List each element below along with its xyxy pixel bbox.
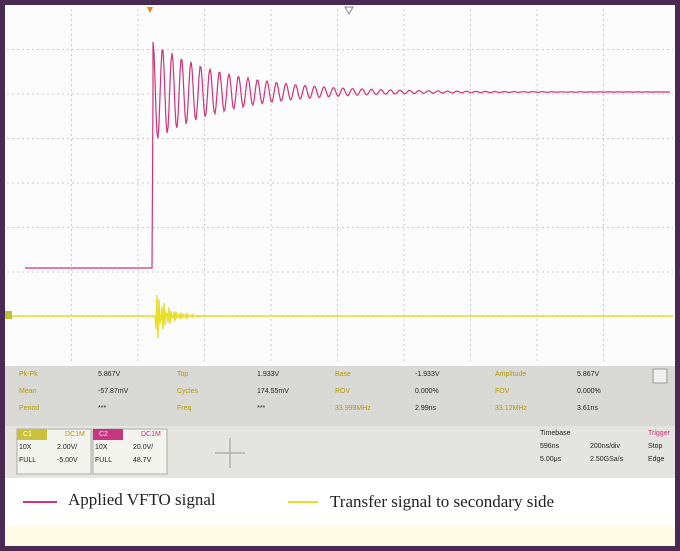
panel-text: Period bbox=[19, 405, 39, 412]
panel-text: 10X bbox=[19, 444, 31, 451]
panel-text: 33.999MHz bbox=[335, 405, 371, 412]
panel-text: -5.00V bbox=[57, 457, 78, 464]
panel-text: 5.00μs bbox=[540, 456, 561, 463]
scope-screen bbox=[5, 5, 675, 546]
panel-text: *** bbox=[257, 405, 265, 412]
panel-text: 3.61ns bbox=[577, 405, 598, 412]
panel-text: Timebase bbox=[540, 430, 570, 437]
panel-text: 5.867V bbox=[577, 371, 599, 378]
panel-text: FULL bbox=[95, 457, 112, 464]
page: Applied VFTO signal Transfer signal to s… bbox=[0, 0, 680, 551]
panel-text: ROV bbox=[335, 388, 350, 395]
panel-text: FULL bbox=[19, 457, 36, 464]
panel-text: 2.00V/ bbox=[57, 444, 77, 451]
ch2-marker bbox=[5, 311, 12, 319]
panel-text: 200ns/div bbox=[590, 443, 620, 450]
panel-text: Base bbox=[335, 371, 351, 378]
panel-text: 10X bbox=[95, 444, 107, 451]
panel-text: -57.87mV bbox=[98, 388, 128, 395]
panel-text: 0.000% bbox=[415, 388, 439, 395]
panel-text: Stop bbox=[648, 443, 662, 450]
panel-text: Edge bbox=[648, 456, 664, 463]
panel-text: DC1M bbox=[65, 431, 85, 438]
legend-label: Transfer signal to secondary side bbox=[330, 492, 554, 512]
panel-text: Freq bbox=[177, 405, 191, 412]
panel-text: 48.7V bbox=[133, 457, 151, 464]
panel-text: C2 bbox=[99, 431, 108, 438]
panel-text: 1.933V bbox=[257, 371, 279, 378]
panel-text: 2.50GSa/s bbox=[590, 456, 623, 463]
ch1-tag bbox=[17, 429, 47, 440]
panel-text: 33.12MHz bbox=[495, 405, 527, 412]
panel-text: DC1M bbox=[141, 431, 161, 438]
panel-text: Amplitude bbox=[495, 371, 526, 378]
panel-text: 174.55mV bbox=[257, 388, 289, 395]
panel-text: Trigger bbox=[648, 430, 670, 437]
panel-text: Top bbox=[177, 371, 188, 378]
panel-text: FOV bbox=[495, 388, 509, 395]
panel-text: Cycles bbox=[177, 388, 198, 395]
panel-text: 5.867V bbox=[98, 371, 120, 378]
panel-button[interactable] bbox=[653, 369, 667, 383]
waveform-area bbox=[5, 5, 675, 366]
panel-text: C1 bbox=[23, 431, 32, 438]
legend-label: Applied VFTO signal bbox=[68, 490, 216, 510]
panel-text: 2.99ns bbox=[415, 405, 436, 412]
panel-text: 20.0V/ bbox=[133, 444, 153, 451]
panel-text: Pk-Pk bbox=[19, 371, 38, 378]
panel-text: Mean bbox=[19, 388, 37, 395]
panel-text: -1.933V bbox=[415, 371, 440, 378]
ch2-tag bbox=[93, 429, 123, 440]
panel-text: 596ns bbox=[540, 443, 559, 450]
panel-text: *** bbox=[98, 405, 106, 412]
panel-text: 0.000% bbox=[577, 388, 601, 395]
